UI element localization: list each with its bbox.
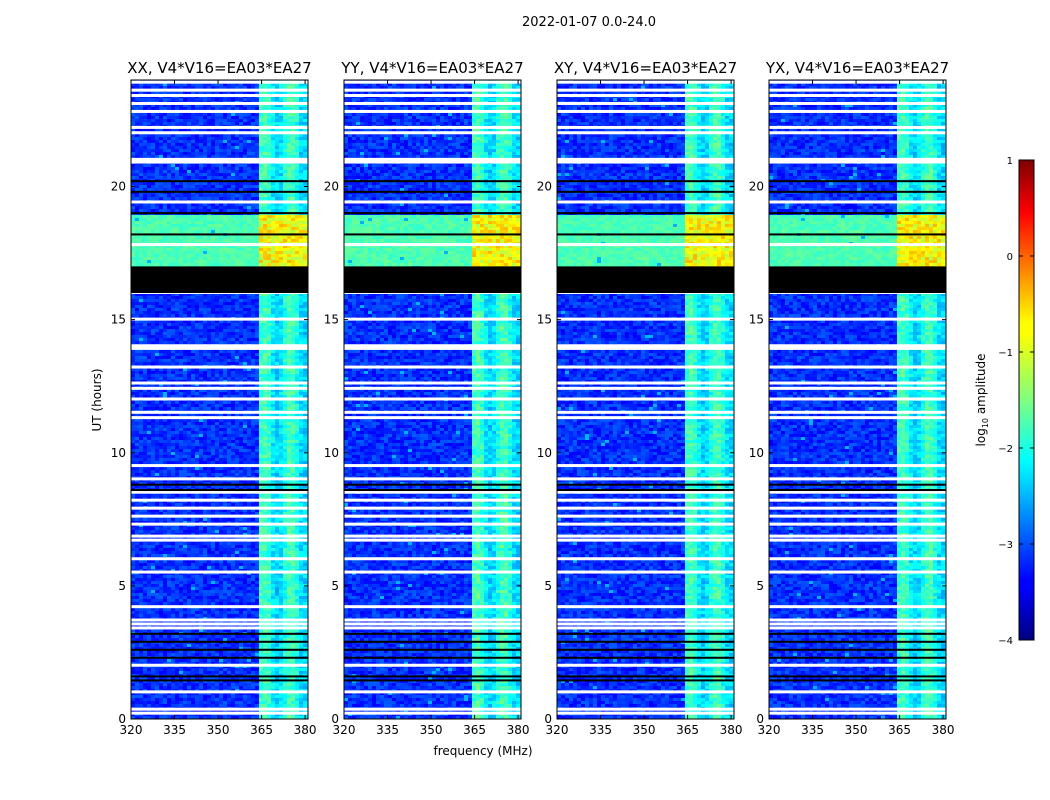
heatmap-image <box>131 80 308 719</box>
y-tick-label: 15 <box>749 313 764 327</box>
x-tick-label: 335 <box>589 723 612 737</box>
colorbar-tick-label: −2 <box>998 444 1013 455</box>
y-tick-label: 5 <box>756 579 764 593</box>
x-tick-label: 350 <box>207 723 230 737</box>
colorbar: 1 0 −1 −2 −3 −4 log10 amplitude <box>974 156 1035 647</box>
x-tick-label: 365 <box>250 723 273 737</box>
panel-title: XX, V4*V16=EA03*EA27 <box>127 59 311 77</box>
y-tick-label: 10 <box>324 446 339 460</box>
panel-title: XY, V4*V16=EA03*EA27 <box>554 59 737 77</box>
x-axis-label: frequency (MHz) <box>433 744 532 758</box>
y-tick-label: 20 <box>537 180 552 194</box>
y-tick-label: 0 <box>118 712 126 726</box>
panel-title: YY, V4*V16=EA03*EA27 <box>340 59 523 77</box>
x-tick-label: 365 <box>888 723 911 737</box>
y-tick-label: 5 <box>118 579 126 593</box>
y-tick-label: 5 <box>544 579 552 593</box>
y-axis-label: UT (hours) <box>90 368 104 431</box>
colorbar-ticks: 1 0 −1 −2 −3 −4 <box>998 156 1034 647</box>
x-tick-label: 365 <box>676 723 699 737</box>
y-tick-label: 10 <box>111 446 126 460</box>
x-tick-label: 380 <box>932 723 955 737</box>
y-tick-label: 15 <box>324 313 339 327</box>
x-tick-label: 320 <box>758 723 781 737</box>
y-tick-label: 5 <box>331 579 339 593</box>
plot-frame <box>130 79 309 720</box>
plot-frame <box>768 79 947 720</box>
heatmap-image <box>557 80 734 719</box>
heatmap-image <box>769 80 946 719</box>
figure-title: 2022-01-07 0.0-24.0 <box>522 15 656 30</box>
y-tick-label: 20 <box>111 180 126 194</box>
y-tick-label: 10 <box>749 446 764 460</box>
heatmap-image <box>344 80 521 719</box>
y-tick-label: 0 <box>331 712 339 726</box>
y-tick-label: 0 <box>756 712 764 726</box>
x-tick-label: 335 <box>163 723 186 737</box>
y-tick-label: 10 <box>537 446 552 460</box>
colorbar-tick-label: −1 <box>998 348 1013 359</box>
x-tick-label: 335 <box>801 723 824 737</box>
colorbar-tick-label: −3 <box>998 540 1013 551</box>
x-tick-label: 320 <box>333 723 356 737</box>
colorbar-tick-label: 1 <box>1007 156 1013 167</box>
y-tick-label: 20 <box>324 180 339 194</box>
x-tick-label: 380 <box>507 723 530 737</box>
panel-xy: XY, V4*V16=EA03*EA27 320 335 350 365 380 0 5 10 1… <box>537 59 743 737</box>
x-tick-label: 380 <box>294 723 317 737</box>
x-tick-label: 350 <box>845 723 868 737</box>
colorbar-tick-label: 0 <box>1007 252 1013 263</box>
plot-frame <box>343 79 522 720</box>
y-tick-label: 15 <box>111 313 126 327</box>
x-tick-label: 335 <box>376 723 399 737</box>
x-tick-label: 320 <box>546 723 569 737</box>
x-tick-label: 350 <box>633 723 656 737</box>
plot-frame <box>556 79 735 720</box>
panel-yx: YX, V4*V16=EA03*EA27 320 335 350 365 380 0 5 10 1… <box>749 59 955 737</box>
x-tick-label: 320 <box>120 723 143 737</box>
y-tick-label: 0 <box>544 712 552 726</box>
colorbar-gradient <box>1018 159 1035 641</box>
panels: XX, V4*V16=EA03*EA27 320 335 350 365 380 0 5 10 1… <box>111 59 955 737</box>
colorbar-label: log10 amplitude <box>974 354 990 447</box>
panel-xx: XX, V4*V16=EA03*EA27 320 335 350 365 380 0 5 10 1… <box>111 59 317 737</box>
y-tick-label: 20 <box>749 180 764 194</box>
x-tick-label: 380 <box>720 723 743 737</box>
x-tick-label: 350 <box>420 723 443 737</box>
panel-title: YX, V4*V16=EA03*EA27 <box>765 59 949 77</box>
x-tick-label: 365 <box>463 723 486 737</box>
panel-yy: YY, V4*V16=EA03*EA27 320 335 350 365 380 0 5 10 1… <box>324 59 530 737</box>
y-tick-label: 15 <box>537 313 552 327</box>
colorbar-tick-label: −4 <box>998 636 1013 647</box>
